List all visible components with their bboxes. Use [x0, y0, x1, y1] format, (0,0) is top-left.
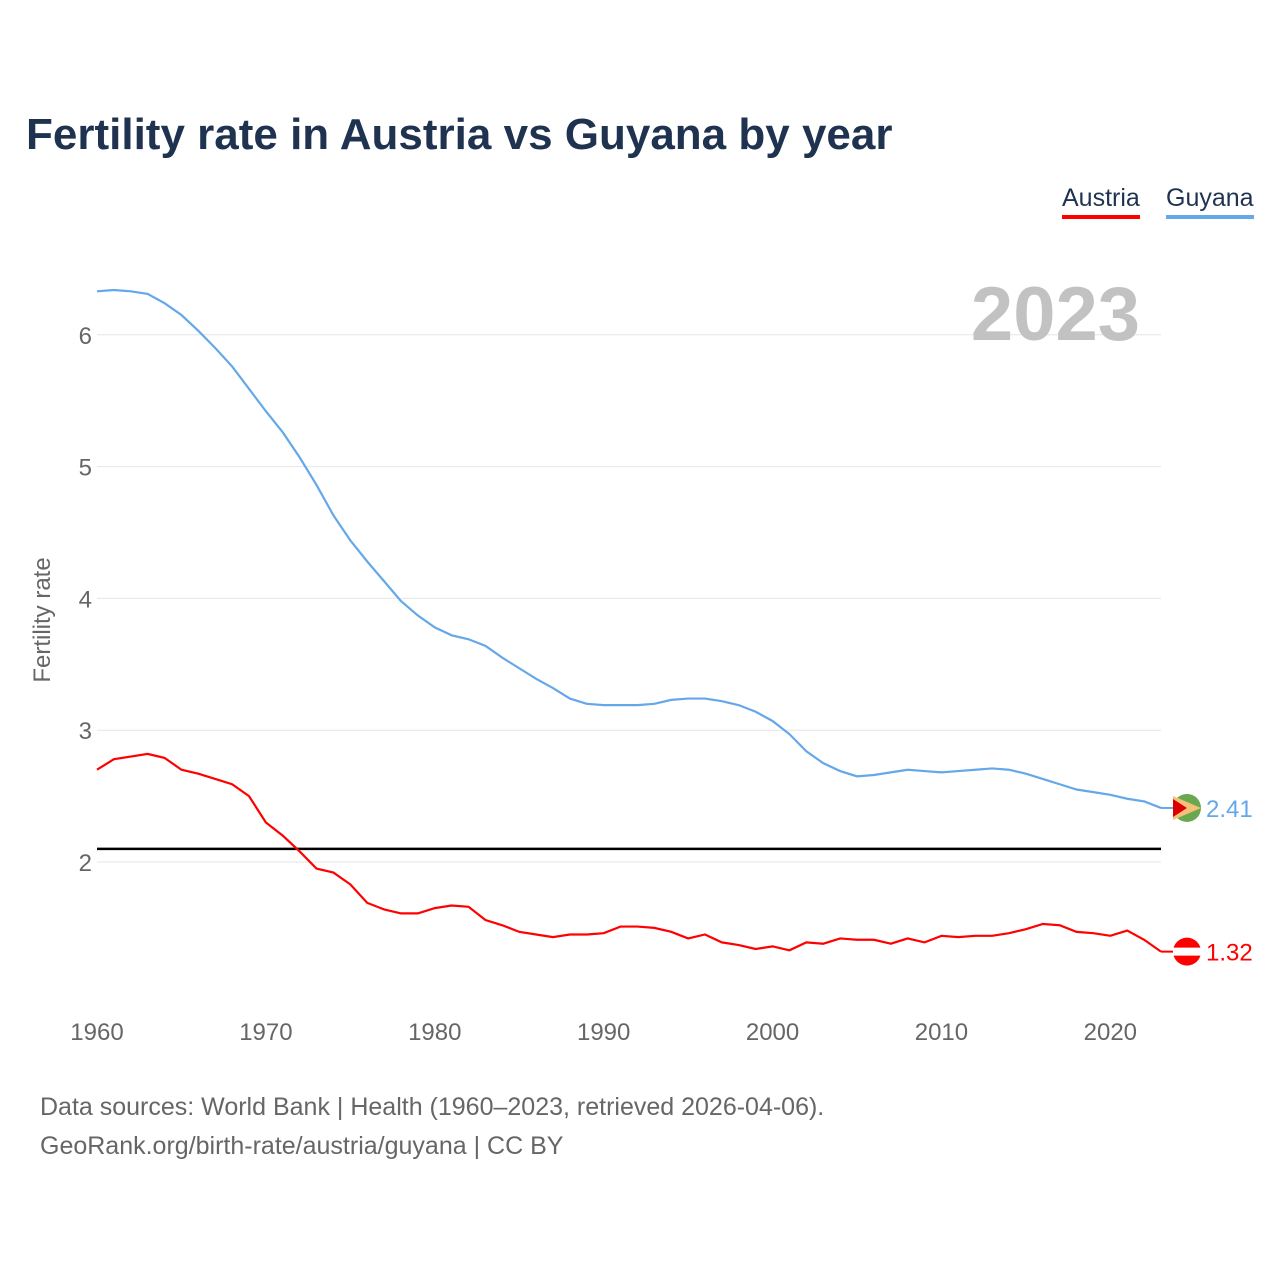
footer: Data sources: World Bank | Health (1960–… — [40, 1088, 824, 1166]
austria-flag-stripe — [1173, 947, 1201, 956]
x-tick-label: 2010 — [915, 1019, 968, 1046]
y-tick-label: 3 — [79, 718, 92, 745]
x-tick-label: 1970 — [239, 1019, 292, 1046]
x-tick-label: 1990 — [577, 1019, 630, 1046]
guyana-flag-triangle — [1173, 798, 1187, 817]
url-line: GeoRank.org/birth-rate/austria/guyana | … — [40, 1132, 564, 1160]
legend-austria[interactable]: Austria — [1062, 184, 1140, 219]
legend-guyana[interactable]: Guyana — [1166, 184, 1254, 219]
year-watermark: 2023 — [971, 272, 1140, 357]
source-line: Data sources: World Bank | Health (1960–… — [40, 1093, 825, 1121]
y-tick-label: 5 — [79, 455, 92, 482]
y-axis-label: Fertility rate — [29, 557, 56, 682]
y-tick-label: 2 — [79, 850, 92, 877]
end-value-label: 1.32 — [1206, 940, 1253, 967]
x-tick-label: 2000 — [746, 1019, 799, 1046]
chart-title: Fertility rate in Austria vs Guyana by y… — [26, 110, 893, 159]
series-line-guyana — [96, 288, 1162, 809]
x-tick-label: 2020 — [1084, 1019, 1137, 1046]
y-tick-label: 4 — [79, 586, 92, 613]
end-value-label: 2.41 — [1206, 796, 1253, 823]
y-tick-label: 6 — [79, 323, 92, 350]
series-line-austria — [96, 752, 1162, 953]
x-tick-label: 1960 — [70, 1019, 123, 1046]
x-tick-label: 1980 — [408, 1019, 461, 1046]
